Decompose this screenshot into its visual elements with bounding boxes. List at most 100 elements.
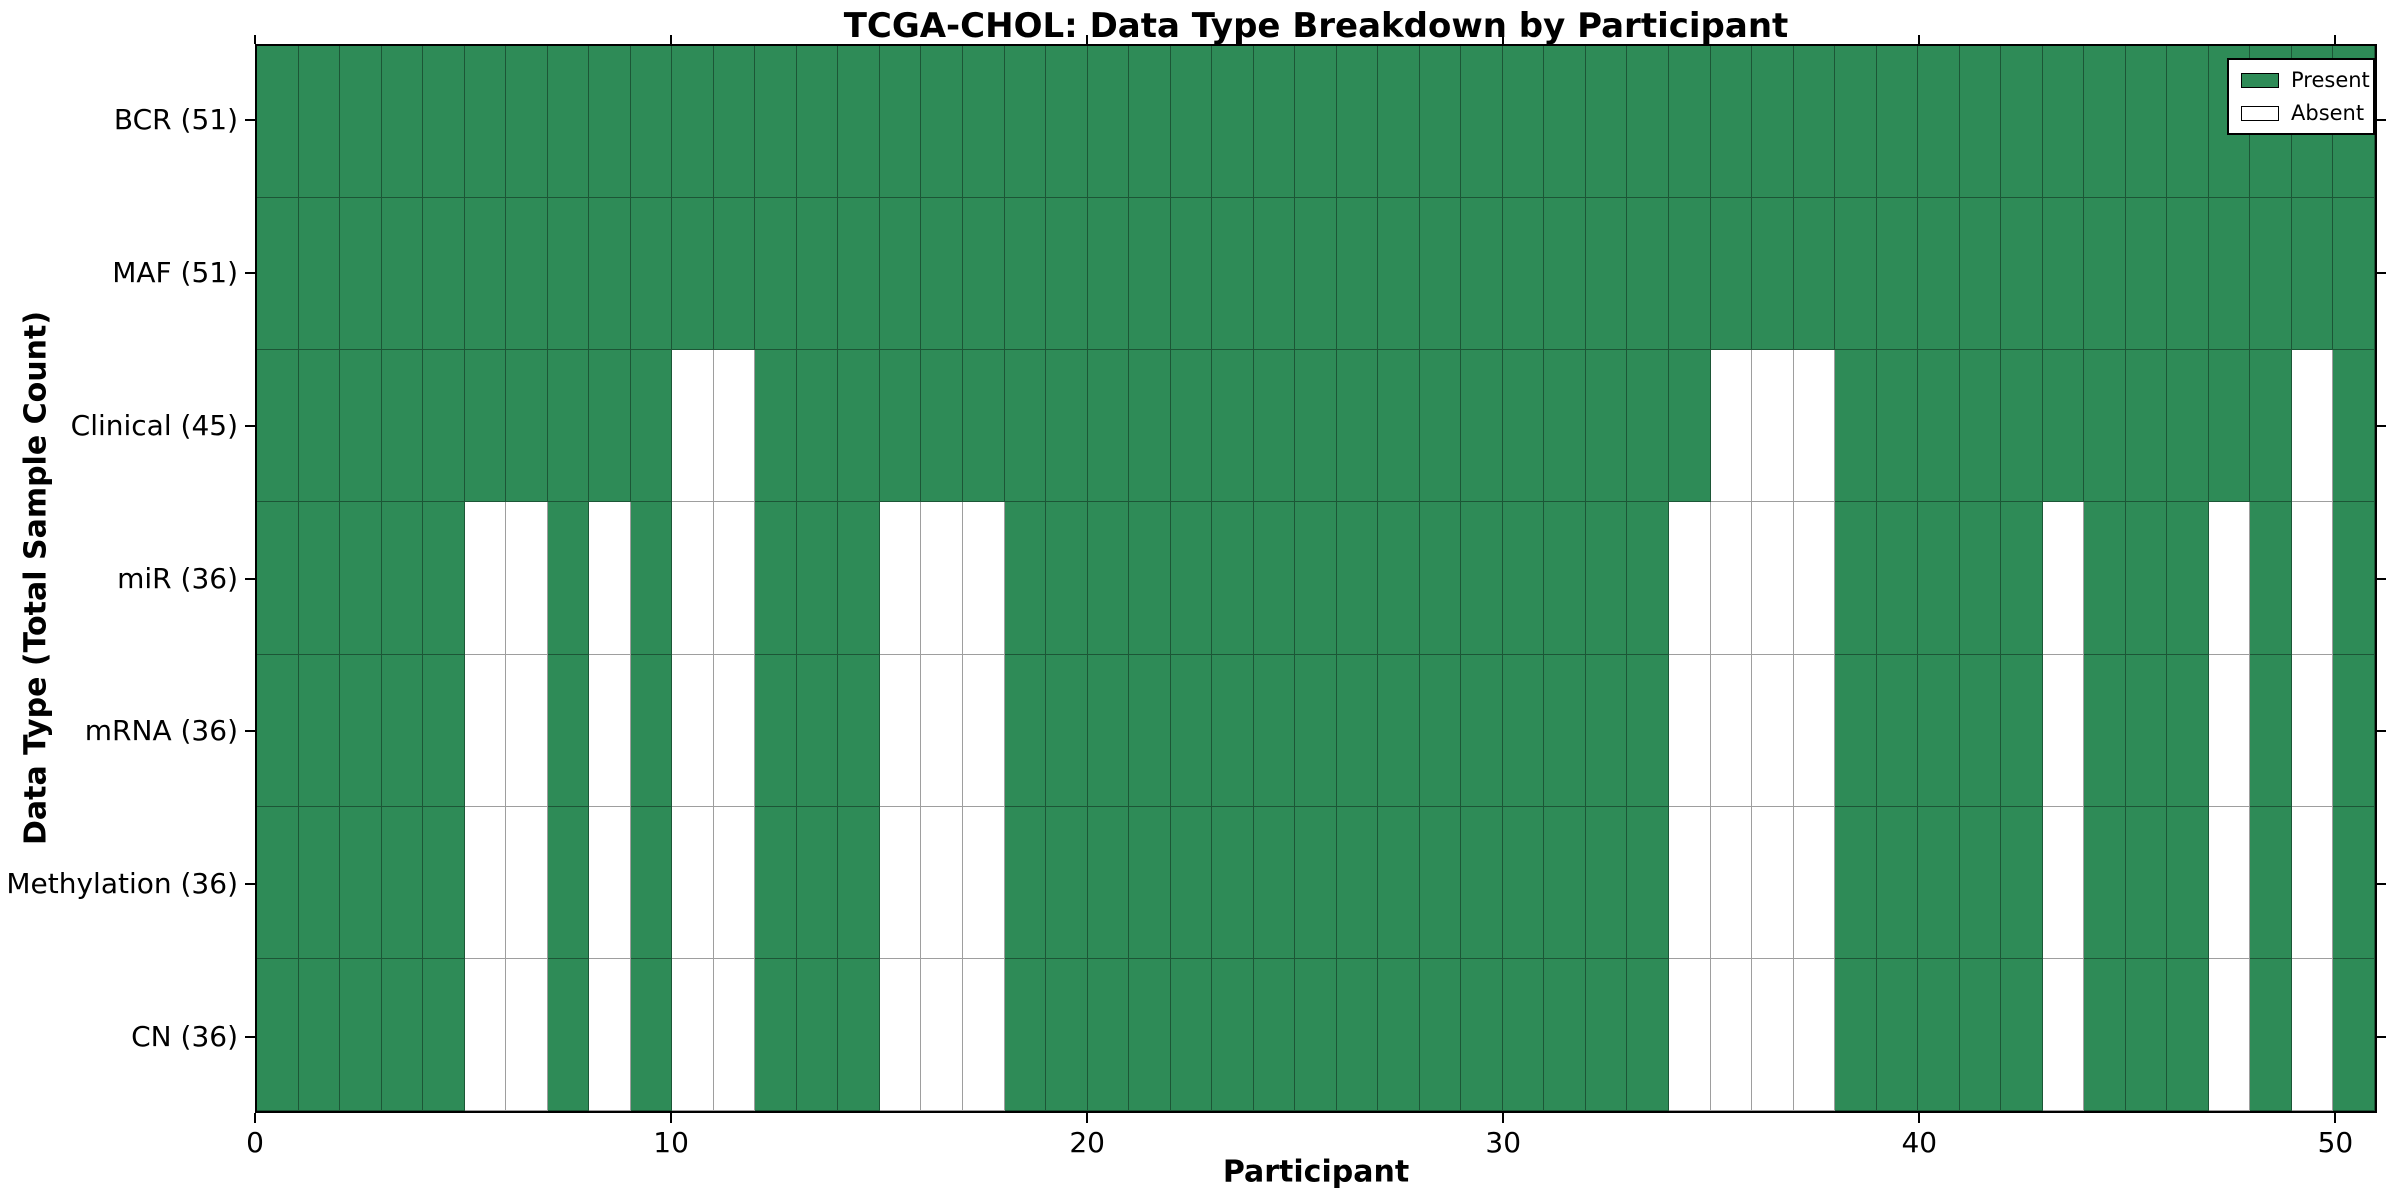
heatmap-cell [1793, 654, 1836, 807]
heatmap-cell [1378, 654, 1420, 807]
heatmap-cell [1959, 502, 2002, 655]
heatmap-cell [340, 198, 382, 351]
heatmap-cell [1752, 502, 1794, 655]
x-tick-mark-bottom [1918, 1113, 1921, 1123]
y-tick-label: Methylation (36) [6, 866, 238, 900]
heatmap-cell [506, 198, 548, 351]
heatmap-cell [2333, 806, 2375, 959]
heatmap-cell [1918, 46, 1960, 199]
heatmap-cell [755, 806, 797, 959]
heatmap-cell [1793, 958, 1836, 1111]
y-tick-mark-left [245, 577, 255, 580]
heatmap-cell [340, 958, 382, 1111]
heatmap-cell [2167, 46, 2209, 199]
y-tick-mark-right [2377, 577, 2386, 580]
heatmap-cell [1087, 46, 1130, 199]
x-tick-mark-top [1502, 35, 1505, 44]
heatmap-cell [1668, 806, 1711, 959]
heatmap-cell [1419, 958, 1462, 1111]
heatmap-cell [2084, 502, 2126, 655]
heatmap-cell [838, 806, 880, 959]
x-tick-label: 0 [246, 1126, 264, 1159]
heatmap-cell [2250, 958, 2292, 1111]
heatmap-cell [2291, 654, 2334, 807]
heatmap-cell [340, 502, 382, 655]
heatmap-cell [423, 46, 465, 199]
heatmap-cell [589, 958, 631, 1111]
legend-entry-present: Present [2241, 68, 2370, 92]
heatmap-cell [1253, 654, 1296, 807]
heatmap-cell [2084, 654, 2126, 807]
y-tick-mark-right [2377, 424, 2386, 427]
heatmap-cell [1087, 806, 1130, 959]
heatmap-cell [1627, 502, 1669, 655]
heatmap-cell [1959, 46, 2002, 199]
heatmap-cell [340, 46, 382, 199]
heatmap-cell [1876, 502, 1919, 655]
heatmap-cell [381, 806, 424, 959]
heatmap-cell [879, 198, 922, 351]
heatmap-cell [1129, 502, 1171, 655]
heatmap-cell [464, 958, 507, 1111]
heatmap-cell [1004, 654, 1047, 807]
heatmap-cell [589, 350, 631, 503]
heatmap-cell [298, 350, 341, 503]
heatmap-cell [838, 350, 880, 503]
heatmap-cell [921, 806, 963, 959]
heatmap-cell [2042, 806, 2085, 959]
heatmap-cell [1295, 502, 1337, 655]
heatmap-cell [1046, 46, 1088, 199]
heatmap-cell [1129, 806, 1171, 959]
x-tick-label: 20 [1069, 1126, 1105, 1159]
heatmap-cell [2001, 502, 2043, 655]
heatmap-cell [1046, 654, 1088, 807]
y-tick-mark-right [2377, 730, 2386, 733]
heatmap-cell [672, 806, 714, 959]
heatmap-cell [2084, 46, 2126, 199]
y-tick-mark-left [245, 882, 255, 885]
heatmap-cell [2208, 502, 2251, 655]
heatmap-cell [2333, 350, 2375, 503]
heatmap-cell [2001, 198, 2043, 351]
heatmap-cell [1378, 958, 1420, 1111]
heatmap-cell [423, 198, 465, 351]
heatmap-cell [1170, 350, 1213, 503]
heatmap-cell [1419, 502, 1462, 655]
legend: Present Absent [2227, 58, 2375, 135]
y-tick-mark-right [2377, 882, 2386, 885]
heatmap-cell [755, 350, 797, 503]
heatmap-cell [381, 654, 424, 807]
heatmap-cell [2001, 350, 2043, 503]
x-tick-mark-bottom [670, 1113, 673, 1123]
heatmap-cell [755, 198, 797, 351]
heatmap-cell [1544, 350, 1586, 503]
heatmap-cell [2084, 350, 2126, 503]
heatmap-cell [1710, 46, 1753, 199]
heatmap-cell [672, 958, 714, 1111]
legend-label-absent: Absent [2291, 101, 2365, 125]
heatmap-cell [1585, 958, 1628, 1111]
heatmap-cell [962, 350, 1005, 503]
x-tick-mark-top [670, 35, 673, 44]
heatmap-cell [1502, 350, 1545, 503]
heatmap-cell [1295, 806, 1337, 959]
heatmap-cell [547, 654, 590, 807]
heatmap-cell [1544, 806, 1586, 959]
heatmap-cell [879, 46, 922, 199]
heatmap-cell [2042, 46, 2085, 199]
heatmap-cell [2291, 198, 2334, 351]
heatmap-cell [2250, 350, 2292, 503]
heatmap-cell [2125, 198, 2168, 351]
heatmap-cell [1419, 806, 1462, 959]
x-tick-mark-bottom [254, 1113, 256, 1123]
heatmap-cell [1710, 198, 1753, 351]
heatmap-cell [962, 806, 1005, 959]
x-tick-mark-bottom [2334, 1113, 2337, 1123]
heatmap-cell [1378, 198, 1420, 351]
y-tick-label: Clinical (45) [70, 408, 238, 442]
heatmap-cell [1461, 654, 1503, 807]
x-tick-label: 50 [2317, 1126, 2354, 1159]
heatmap-cell [506, 46, 548, 199]
heatmap-cell [962, 654, 1005, 807]
heatmap-cell [464, 350, 507, 503]
